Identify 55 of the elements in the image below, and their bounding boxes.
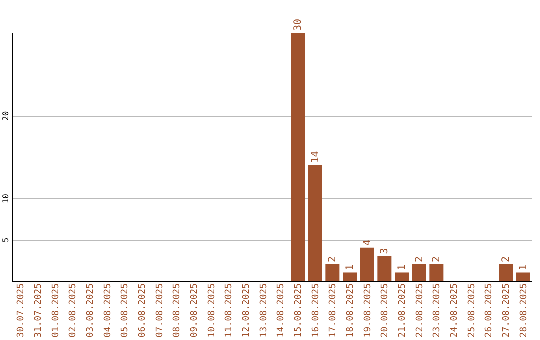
y-tick-label: 20 (2, 111, 10, 121)
x-tick-label: 23.08.2025 (432, 284, 443, 338)
x-tick-label: 09.08.2025 (190, 284, 200, 338)
x-tick-label: 10.08.2025 (207, 284, 218, 338)
data-label: 2 (414, 256, 426, 262)
bar (360, 248, 374, 281)
x-tick-label: 18.08.2025 (346, 284, 356, 338)
bar (343, 272, 357, 281)
x-tick-label: 17.08.2025 (328, 284, 339, 338)
x-tick-label: 12.08.2025 (242, 284, 252, 338)
x-tick-label: 30.07.2025 (16, 284, 27, 338)
data-label: 2 (328, 256, 339, 262)
x-tick-label: 14.08.2025 (276, 284, 287, 338)
bar (499, 264, 513, 281)
x-tick-label: 25.08.2025 (467, 284, 478, 338)
y-tick-label: 5 (2, 238, 10, 243)
data-label: 4 (362, 240, 374, 246)
bar (326, 264, 340, 281)
data-label: 1 (397, 264, 408, 271)
x-tick-label: 22.08.2025 (415, 284, 426, 338)
data-label: 2 (501, 256, 512, 262)
bar (378, 256, 392, 281)
x-tick-label: 04.08.2025 (103, 284, 114, 338)
x-tick-label: 19.08.2025 (363, 284, 374, 338)
x-tick-label: 13.08.2025 (259, 284, 270, 338)
bar (395, 272, 409, 281)
data-label: 1 (345, 264, 356, 271)
x-tick-label: 20.08.2025 (380, 284, 391, 338)
x-tick-label: 01.08.2025 (51, 284, 62, 338)
data-label: 2 (432, 256, 443, 262)
x-tick-label: 27.08.2025 (502, 284, 512, 338)
x-tick-label: 21.08.2025 (398, 284, 408, 338)
x-tick-label: 31.07.2025 (34, 284, 44, 338)
bar (291, 33, 305, 281)
x-tick-label: 24.08.2025 (450, 284, 460, 338)
bar (308, 165, 322, 281)
x-tick-label: 03.08.2025 (86, 284, 96, 338)
bar (516, 272, 530, 281)
x-tick-label: 15.08.2025 (294, 284, 304, 338)
x-tick-label: 26.08.2025 (484, 284, 495, 338)
data-label: 1 (518, 264, 530, 271)
x-tick-label: 11.08.2025 (224, 284, 235, 338)
data-label: 3 (380, 248, 391, 254)
x-tick-label: 02.08.2025 (68, 284, 79, 338)
x-tick-label: 28.08.2025 (519, 284, 530, 338)
x-tick-label: 08.08.2025 (172, 284, 183, 338)
data-label: 30 (293, 18, 304, 31)
x-tick-label: 06.08.2025 (138, 284, 148, 338)
y-tick-label: 10 (2, 194, 10, 204)
data-label: 14 (310, 151, 322, 164)
bar (412, 264, 426, 281)
x-tick-label: 05.08.2025 (120, 284, 131, 338)
x-tick-label: 16.08.2025 (311, 284, 322, 338)
x-tick-label: 07.08.2025 (155, 284, 166, 338)
bar (430, 264, 444, 281)
